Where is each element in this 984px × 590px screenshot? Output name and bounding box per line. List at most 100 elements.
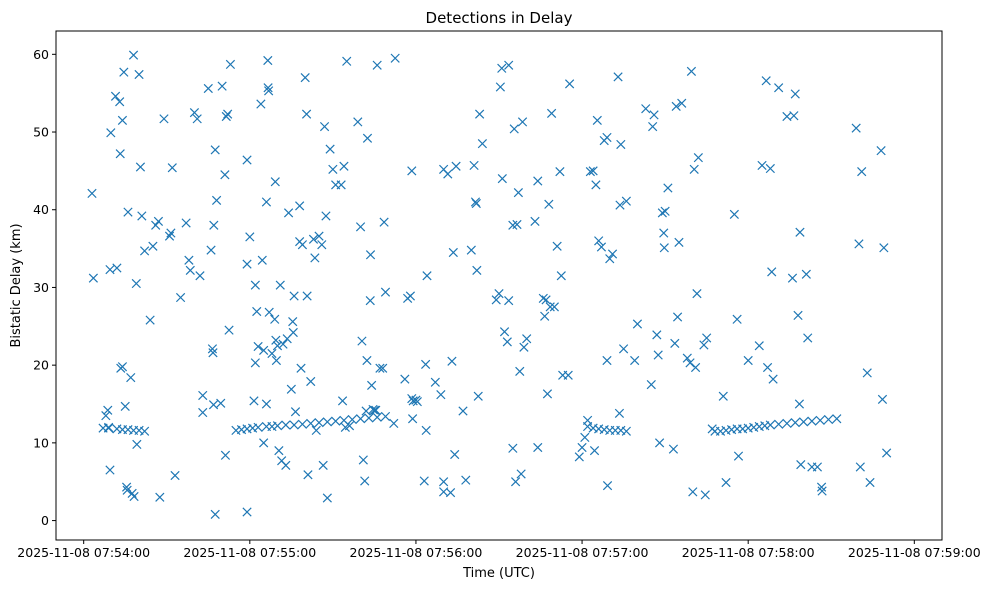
data-point xyxy=(289,291,299,301)
data-point xyxy=(372,60,382,70)
data-point xyxy=(660,206,670,216)
data-point xyxy=(621,196,631,206)
data-point xyxy=(618,344,629,354)
data-point xyxy=(542,389,553,399)
y-tick-label: 40 xyxy=(33,202,49,217)
data-point xyxy=(574,452,584,462)
data-point xyxy=(166,228,176,238)
data-point xyxy=(692,289,702,299)
data-point xyxy=(267,348,277,359)
data-point xyxy=(782,418,792,429)
data-point xyxy=(314,418,324,428)
data-point xyxy=(657,208,667,218)
data-point xyxy=(101,411,111,421)
data-point xyxy=(198,407,208,418)
data-point xyxy=(540,311,550,321)
data-point xyxy=(502,337,512,347)
x-tick-label: 2025-11-08 07:58:00 xyxy=(682,545,815,560)
y-tick-label: 30 xyxy=(33,280,49,295)
data-point xyxy=(369,405,380,415)
data-point xyxy=(564,79,575,89)
data-point xyxy=(250,280,260,290)
data-point xyxy=(288,327,298,338)
data-point xyxy=(170,470,180,481)
data-point xyxy=(798,417,809,427)
data-point xyxy=(577,442,587,453)
y-axis: 0 10 20 30 40 50 60 xyxy=(33,47,56,528)
data-point xyxy=(815,415,825,425)
data-point xyxy=(530,216,540,227)
data-point xyxy=(754,341,764,351)
data-point xyxy=(686,66,697,77)
data-point xyxy=(591,180,601,190)
data-point xyxy=(422,271,432,281)
data-point xyxy=(796,459,806,470)
data-point xyxy=(328,164,338,174)
data-point xyxy=(211,195,222,206)
data-point xyxy=(653,350,663,360)
data-point xyxy=(790,89,800,99)
data-point xyxy=(458,406,468,416)
data-point xyxy=(286,384,296,394)
data-point xyxy=(443,169,453,179)
data-point xyxy=(677,98,687,108)
data-point xyxy=(857,167,867,177)
data-point xyxy=(362,355,372,366)
data-point xyxy=(259,345,269,356)
data-point xyxy=(220,170,230,180)
data-point xyxy=(495,82,506,92)
data-point xyxy=(632,319,643,329)
data-point xyxy=(602,355,612,366)
data-point xyxy=(774,419,784,429)
data-point xyxy=(659,228,669,238)
data-point xyxy=(342,56,352,66)
data-point xyxy=(364,413,374,423)
data-point xyxy=(795,227,805,237)
data-point xyxy=(207,344,218,354)
data-point xyxy=(112,263,122,273)
data-point xyxy=(319,121,330,132)
data-point xyxy=(447,356,457,366)
data-point xyxy=(621,426,631,436)
data-point xyxy=(471,198,481,209)
data-point xyxy=(510,477,521,487)
data-point xyxy=(119,67,129,77)
data-point xyxy=(477,139,488,149)
data-point xyxy=(538,293,548,303)
data-point xyxy=(589,446,600,456)
data-point xyxy=(353,117,363,127)
data-point xyxy=(88,273,99,283)
data-point xyxy=(508,443,518,453)
data-point xyxy=(823,414,834,425)
data-point xyxy=(801,269,811,279)
data-point xyxy=(516,469,526,479)
data-point xyxy=(474,109,485,119)
data-point xyxy=(270,177,280,187)
data-point xyxy=(137,211,147,221)
data-point xyxy=(223,109,233,119)
data-point xyxy=(155,492,165,502)
data-point xyxy=(541,295,551,305)
data-point xyxy=(263,83,273,93)
data-point xyxy=(220,450,231,460)
data-point xyxy=(261,399,272,409)
data-point xyxy=(135,162,146,172)
data-point xyxy=(365,250,376,260)
data-point xyxy=(729,209,739,220)
data-point xyxy=(221,111,231,122)
data-point xyxy=(242,259,252,269)
data-point xyxy=(225,59,236,70)
data-point xyxy=(139,426,150,436)
data-point xyxy=(347,414,357,425)
data-point xyxy=(451,161,461,171)
data-point xyxy=(210,509,220,519)
data-point xyxy=(360,476,370,486)
data-point xyxy=(390,53,400,63)
x-axis-label: Time (UTC) xyxy=(462,566,535,581)
data-point xyxy=(582,415,593,425)
data-point xyxy=(303,470,313,480)
data-point xyxy=(301,109,312,119)
data-point xyxy=(203,83,213,94)
